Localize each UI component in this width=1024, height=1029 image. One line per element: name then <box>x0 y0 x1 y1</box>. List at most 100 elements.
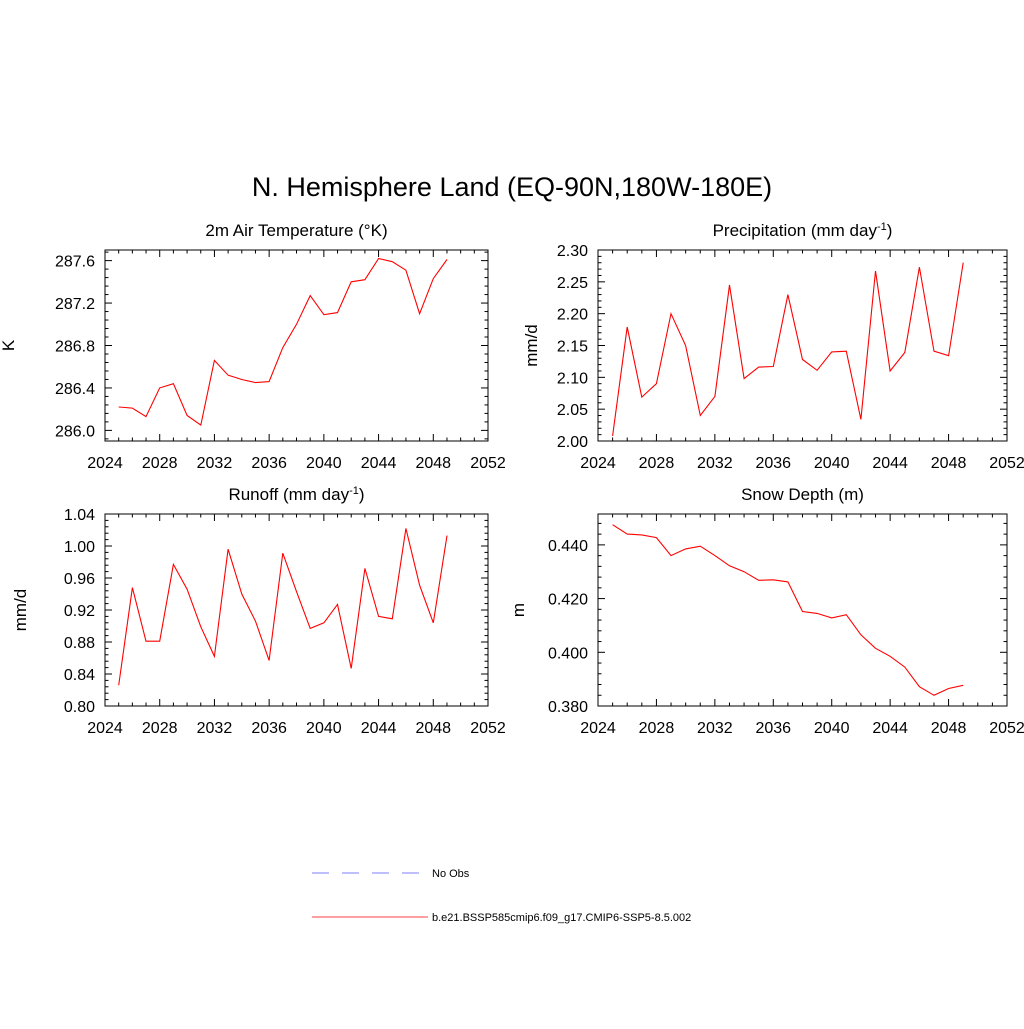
data-point <box>228 549 229 550</box>
data-point <box>145 416 146 417</box>
data-point <box>323 314 324 315</box>
panel-snow-depth: 2024 2028 2032 2036 2040 2044 2048 2052 0.380 0.4… <box>509 485 1024 737</box>
data-point <box>132 587 133 588</box>
y-axis-label: mm/d <box>522 324 541 367</box>
y-tick-label: 2.05 <box>557 402 588 419</box>
data-point <box>310 628 311 629</box>
data-point <box>118 685 119 686</box>
panels-group: 2024 2028 2032 2036 2040 2044 2048 2052 286.0 286… <box>0 221 1024 737</box>
x-tick-label: 2040 <box>306 455 342 472</box>
x-tick-label: 2024 <box>580 455 616 472</box>
x-tick-label: 2032 <box>197 720 233 737</box>
data-point <box>773 366 774 367</box>
data-point <box>948 355 949 356</box>
panel-title-text: Precipitation (mm day <box>713 221 878 240</box>
data-point <box>269 660 270 661</box>
data-point <box>228 375 229 376</box>
data-point <box>186 415 187 416</box>
panel-title: 2m Air Temperature (°K) <box>205 221 387 240</box>
panel-precipitation: 2024 2028 2032 2036 2040 2044 2048 2052 2.00 2.05… <box>522 221 1024 472</box>
y-tick-label: 2.15 <box>557 339 588 356</box>
data-point <box>173 564 174 565</box>
data-point <box>378 258 379 259</box>
data-point <box>714 555 715 556</box>
data-point <box>159 387 160 388</box>
series-line-precipitation <box>612 262 964 436</box>
data-point <box>933 695 934 696</box>
y-tick-label: 0.96 <box>64 571 95 588</box>
panel-title: Runoff (mm day-1) <box>228 485 364 504</box>
data-point <box>337 312 338 313</box>
data-point <box>296 591 297 592</box>
data-point <box>831 351 832 352</box>
data-point <box>656 383 657 384</box>
y-tick-label: 0.84 <box>64 667 95 684</box>
data-point <box>214 656 215 657</box>
y-tick-label: 0.420 <box>548 592 588 609</box>
panel-title-text: Snow Depth (m) <box>741 485 864 504</box>
data-point <box>860 419 861 420</box>
data-point <box>419 313 420 314</box>
data-point <box>802 359 803 360</box>
data-point <box>890 656 891 657</box>
plot-frame <box>597 249 1008 442</box>
data-point <box>933 351 934 352</box>
x-tick-label: 2028 <box>639 720 675 737</box>
x-tick-label: 2040 <box>814 455 850 472</box>
data-point <box>433 278 434 279</box>
y-tick-label: 286.4 <box>55 381 95 398</box>
x-tick-label: 2048 <box>931 720 967 737</box>
data-point <box>817 613 818 614</box>
y-tick-label: 0.92 <box>64 603 95 620</box>
data-point <box>241 379 242 380</box>
data-point <box>685 548 686 549</box>
y-tick-label: 2.00 <box>557 434 588 451</box>
x-tick-label: 2032 <box>197 455 233 472</box>
data-point <box>787 581 788 582</box>
legend-label-no-obs: No Obs <box>432 868 470 880</box>
x-tick-label: 2044 <box>872 720 908 737</box>
data-point <box>200 424 201 425</box>
data-point <box>241 593 242 594</box>
series-line-temperature <box>118 257 448 427</box>
data-point <box>214 360 215 361</box>
panel-title-end: ) <box>359 485 365 504</box>
data-point <box>433 622 434 623</box>
data-point <box>159 641 160 642</box>
data-point <box>729 284 730 285</box>
data-point <box>405 528 406 529</box>
x-tick-label: 2028 <box>639 455 675 472</box>
data-point <box>656 537 657 538</box>
y-tick-label: 1.00 <box>64 539 95 556</box>
data-point <box>282 553 283 554</box>
data-point <box>446 259 447 260</box>
data-point <box>378 616 379 617</box>
data-point <box>670 555 671 556</box>
data-point <box>919 686 920 687</box>
figure-title: N. Hemisphere Land (EQ-90N,180W-180E) <box>252 172 772 202</box>
data-point <box>627 326 628 327</box>
data-point <box>296 324 297 325</box>
plot-frame <box>597 513 1008 707</box>
data-point <box>817 370 818 371</box>
data-point <box>364 568 365 569</box>
data-point <box>670 313 671 314</box>
data-point <box>700 546 701 547</box>
x-tick-label: 2028 <box>142 720 178 737</box>
y-tick-label: 286.0 <box>55 423 95 440</box>
x-tick-label: 2044 <box>872 455 908 472</box>
data-point <box>700 415 701 416</box>
data-point <box>773 579 774 580</box>
panel-title-text: 2m Air Temperature (°K) <box>205 221 387 240</box>
data-point <box>685 345 686 346</box>
x-tick-label: 2044 <box>361 455 397 472</box>
y-tick-label: 2.10 <box>557 370 588 387</box>
y-axis-label: m <box>509 603 528 617</box>
data-point <box>831 617 832 618</box>
x-tick-label: 2036 <box>755 455 791 472</box>
y-tick-label: 0.440 <box>548 538 588 555</box>
x-tick-label: 2024 <box>87 720 123 737</box>
data-point <box>337 604 338 605</box>
y-tick-label: 0.380 <box>548 699 588 716</box>
data-point <box>802 611 803 612</box>
